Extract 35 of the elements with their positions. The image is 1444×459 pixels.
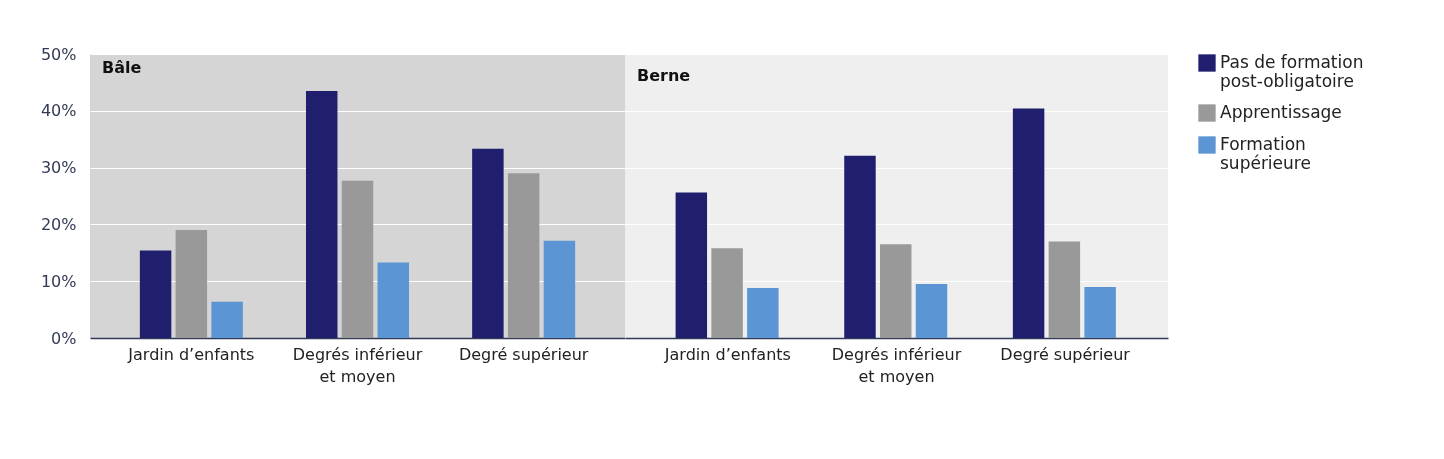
y-tick-label: 30%	[40, 158, 77, 178]
bar	[472, 148, 504, 338]
bar	[1084, 286, 1116, 338]
bar	[543, 240, 576, 338]
x-tick-label: Degrés inférieur et moyen	[831, 344, 962, 386]
y-tick-label: 0%	[51, 328, 77, 348]
chart-title: Bâle	[102, 58, 142, 77]
bar	[341, 180, 374, 338]
x-tick-label: Degrés inférieur et moyen	[292, 344, 423, 386]
legend-label: Apprentissage	[1220, 102, 1342, 122]
text: Berne	[637, 66, 691, 85]
x-tick-label: Degré supérieur	[458, 344, 589, 364]
bar	[747, 288, 779, 338]
bar	[711, 248, 743, 338]
x-tick-label: Degré supérieur	[1000, 344, 1131, 364]
bar	[139, 250, 172, 338]
bar	[1012, 108, 1045, 338]
legend-label: Pas de formation post-obligatoire	[1220, 52, 1364, 91]
y-tick-label: 10%	[40, 271, 77, 291]
bar	[675, 192, 708, 338]
bar	[507, 173, 540, 338]
bar	[175, 230, 208, 338]
legend-label: Formation supérieure	[1220, 134, 1311, 173]
bar	[1048, 241, 1081, 338]
bar	[305, 90, 338, 338]
bar	[879, 244, 912, 338]
bar	[211, 301, 243, 338]
x-tick-label: Jardin d’enfants	[663, 344, 791, 364]
x-tick-label: Jardin d’enfants	[127, 344, 255, 364]
bar	[377, 262, 410, 338]
y-tick-label: 40%	[40, 101, 77, 121]
y-tick-label: 20%	[40, 214, 77, 234]
bar	[915, 284, 948, 338]
bar	[844, 155, 876, 338]
y-tick-label: 50%	[40, 44, 77, 64]
